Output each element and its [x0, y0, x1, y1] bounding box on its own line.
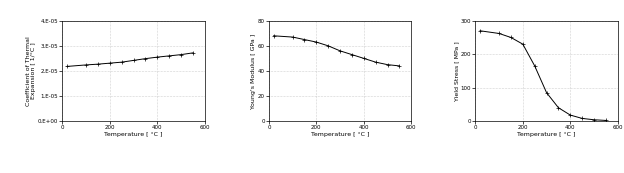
X-axis label: Temperature [ °C ]: Temperature [ °C ]	[311, 132, 369, 137]
X-axis label: Temperature [ °C ]: Temperature [ °C ]	[517, 132, 576, 137]
Y-axis label: Yield Stress [ MPa ]: Yield Stress [ MPa ]	[454, 41, 459, 101]
X-axis label: Temperature [ °C ]: Temperature [ °C ]	[104, 132, 163, 137]
Y-axis label: Young's Modulus [ GPa ]: Young's Modulus [ GPa ]	[251, 33, 256, 108]
Y-axis label: Coefficient of Thermal
Expansion [ 1/°C ]: Coefficient of Thermal Expansion [ 1/°C …	[26, 36, 36, 106]
